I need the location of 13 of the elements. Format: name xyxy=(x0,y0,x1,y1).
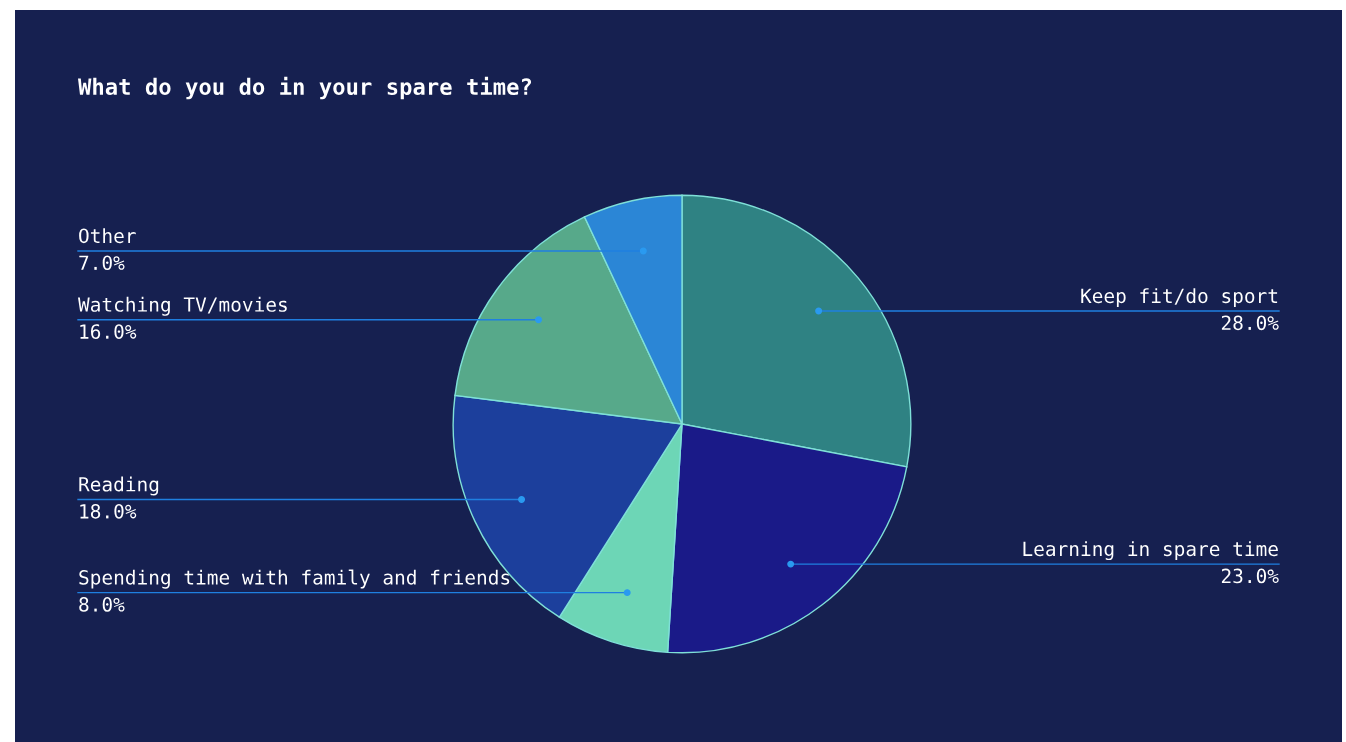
slice-label: Watching TV/movies xyxy=(78,296,287,316)
slice-label: Keep fit/do sport xyxy=(1081,288,1278,307)
data-label: 7.0% xyxy=(79,255,125,271)
data-label: 16.0% xyxy=(80,324,137,339)
data-label: 28.0% xyxy=(1221,315,1279,331)
slice-label: Other xyxy=(79,228,136,244)
chart-title: What do you do in your spare time? xyxy=(78,76,532,100)
data-label: 8.0% xyxy=(79,597,125,612)
slice-label: Spending time with family and friends xyxy=(79,569,510,589)
slice-label: Learning in spare time xyxy=(1023,541,1278,561)
slice-label: Reading xyxy=(79,476,159,496)
data-label: 18.0% xyxy=(80,503,137,519)
data-label: 23.0% xyxy=(1221,568,1279,584)
